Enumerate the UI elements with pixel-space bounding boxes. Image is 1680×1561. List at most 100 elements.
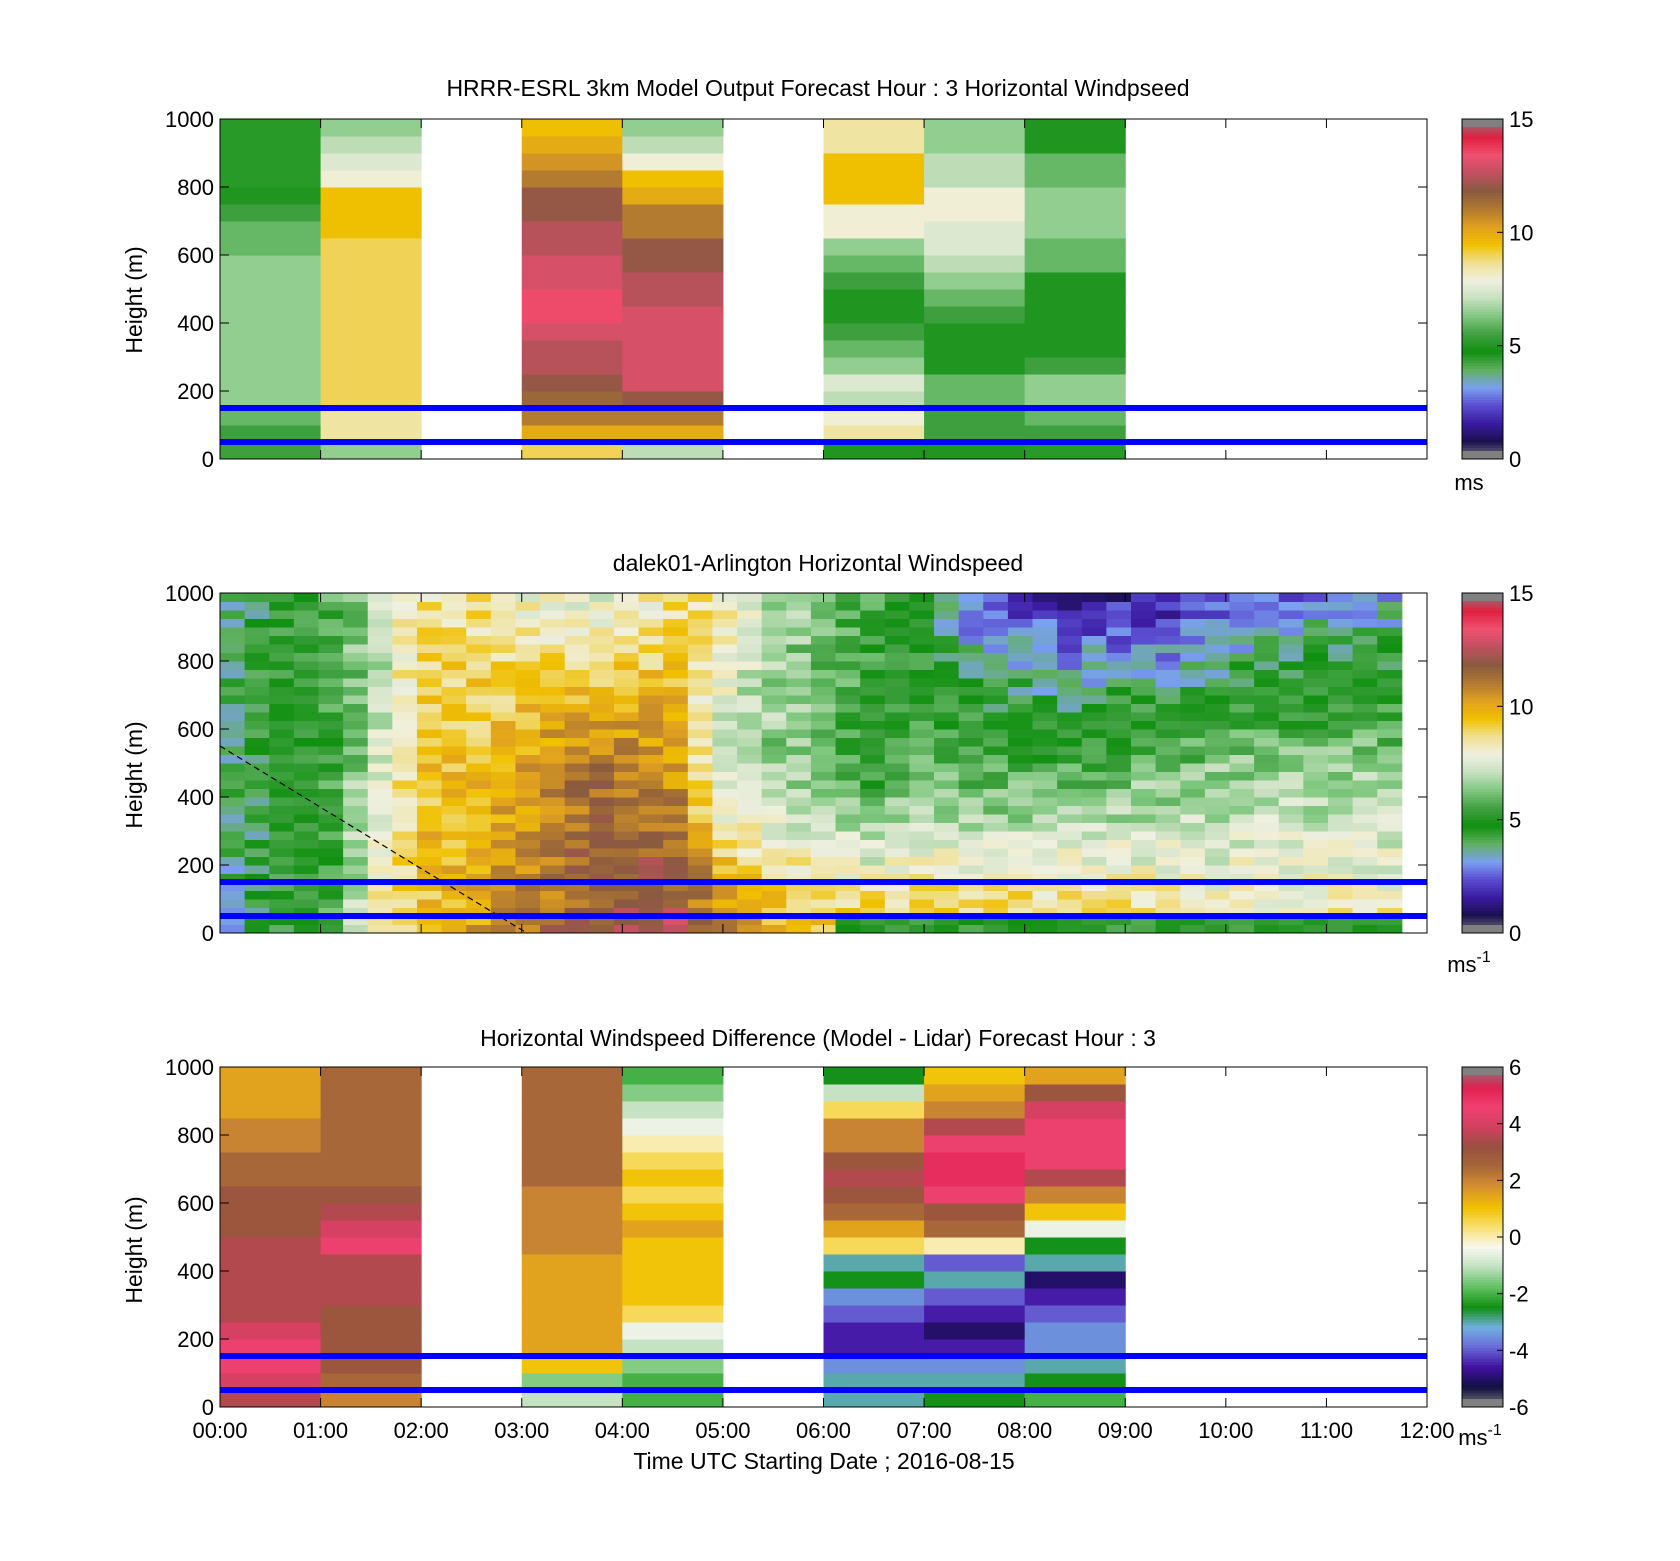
heatmap-cell <box>564 618 590 628</box>
heatmap-cell <box>860 831 886 840</box>
heatmap-cell <box>589 797 615 806</box>
heatmap-cell <box>934 627 960 636</box>
heatmap-cell <box>1327 831 1354 840</box>
colorbar-segment <box>1462 893 1503 897</box>
heatmap-cell <box>244 916 270 925</box>
y-tick-label: 800 <box>177 175 214 200</box>
heatmap-cell <box>1106 746 1132 755</box>
heatmap-cell <box>1057 627 1083 636</box>
colorbar-segment <box>1462 1169 1503 1173</box>
colorbar-segment <box>1462 175 1503 179</box>
heatmap-cell <box>521 1373 623 1391</box>
colorbar-segment <box>1462 297 1503 301</box>
difference-panel-ylabel: Height (m) <box>121 1196 147 1303</box>
heatmap-cell <box>1155 899 1181 908</box>
colorbar-segment <box>1462 794 1503 798</box>
heatmap-cell <box>1057 856 1083 866</box>
heatmap-cell <box>810 737 837 747</box>
heatmap-cell <box>983 831 1009 840</box>
heatmap-cell <box>1327 644 1354 653</box>
heatmap-cell <box>1024 323 1126 341</box>
heatmap-cell <box>521 1254 623 1272</box>
heatmap-cell <box>441 797 467 806</box>
heatmap-cell <box>860 754 886 764</box>
colorbar-segment <box>1462 703 1503 707</box>
heatmap-cell <box>441 822 467 832</box>
heatmap-cell <box>1377 873 1403 883</box>
heatmap-cell <box>786 916 812 925</box>
heatmap-cell <box>521 1118 623 1136</box>
heatmap-cell <box>1352 695 1378 704</box>
heatmap-cell <box>515 703 541 713</box>
heatmap-cell <box>521 255 623 273</box>
heatmap-cell <box>860 797 886 806</box>
heatmap-cell <box>490 746 516 755</box>
heatmap-cell <box>1254 678 1280 687</box>
heatmap-cell <box>1327 907 1354 917</box>
heatmap-cell <box>220 865 246 874</box>
heatmap-cell <box>786 695 812 704</box>
heatmap-cell <box>737 814 763 823</box>
heatmap-cell <box>220 391 322 409</box>
heatmap-cell <box>1278 924 1304 934</box>
heatmap-cell <box>1131 873 1157 883</box>
heatmap-cell <box>1032 797 1058 806</box>
heatmap-cell <box>1204 856 1231 866</box>
heatmap-cell <box>441 695 467 704</box>
heatmap-cell <box>367 805 393 815</box>
heatmap-cell <box>1180 618 1206 628</box>
heatmap-cell <box>884 729 910 738</box>
heatmap-cell <box>521 1390 623 1408</box>
heatmap-cell <box>220 1373 322 1391</box>
heatmap-cell <box>392 627 418 636</box>
heatmap-cell <box>909 652 935 662</box>
heatmap-cell <box>909 593 935 602</box>
heatmap-cell <box>1278 882 1304 891</box>
heatmap-cell <box>320 255 422 273</box>
heatmap-cell <box>490 686 516 696</box>
heatmap-cell <box>1131 644 1157 653</box>
heatmap-cell <box>515 737 541 747</box>
heatmap-cell <box>1377 839 1403 849</box>
heatmap-cell <box>318 856 344 866</box>
heatmap-cell <box>958 856 984 866</box>
heatmap-cell <box>663 686 689 696</box>
heatmap-cell <box>712 635 738 645</box>
heatmap-cell <box>835 907 861 917</box>
heatmap-cell <box>823 425 925 443</box>
heatmap-cell <box>589 669 615 679</box>
heatmap-cell <box>220 1135 322 1153</box>
heatmap-cell <box>540 814 566 823</box>
heatmap-cell <box>515 763 541 772</box>
heatmap-cell <box>1254 737 1280 747</box>
heatmap-cell <box>521 1101 623 1119</box>
colorbar-segment <box>1462 661 1503 665</box>
heatmap-cell <box>663 856 689 866</box>
heatmap-cell <box>416 729 443 738</box>
heatmap-cell <box>521 1271 623 1289</box>
colorbar-segment <box>1462 374 1503 378</box>
lidar-windspeed-panel: dalek01-Arlington Horizontal Windspeed H… <box>121 550 1533 977</box>
heatmap-cell <box>1254 669 1280 679</box>
heatmap-cell <box>490 788 516 798</box>
heatmap-cell <box>441 678 467 687</box>
colorbar-segment <box>1462 130 1503 134</box>
heatmap-cell <box>1229 686 1255 696</box>
heatmap-cell <box>924 1373 1026 1391</box>
heatmap-cell <box>269 635 295 645</box>
heatmap-cell <box>663 652 689 662</box>
heatmap-cell <box>1057 686 1083 696</box>
heatmap-cell <box>1377 737 1403 747</box>
heatmap-cell <box>521 1305 623 1323</box>
heatmap-cell <box>924 357 1026 375</box>
heatmap-cell <box>638 839 664 849</box>
heatmap-cell <box>367 916 393 925</box>
heatmap-cell <box>269 686 295 696</box>
heatmap-cell <box>737 848 763 857</box>
heatmap-cell <box>466 746 492 755</box>
heatmap-cell <box>622 272 724 290</box>
heatmap-cell <box>1303 635 1329 645</box>
heatmap-cell <box>638 695 664 704</box>
